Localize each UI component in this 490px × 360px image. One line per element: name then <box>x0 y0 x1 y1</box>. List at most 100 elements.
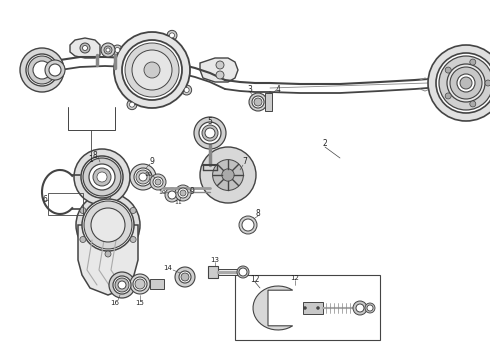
Circle shape <box>33 61 51 79</box>
Circle shape <box>470 59 476 65</box>
Polygon shape <box>78 225 138 295</box>
Circle shape <box>115 278 129 292</box>
Circle shape <box>167 30 177 40</box>
Text: 5: 5 <box>208 117 213 126</box>
Circle shape <box>447 64 485 102</box>
Text: 6: 6 <box>43 195 48 204</box>
Circle shape <box>105 193 111 199</box>
Circle shape <box>200 147 256 203</box>
Circle shape <box>239 268 247 276</box>
Circle shape <box>179 271 191 283</box>
Circle shape <box>239 216 257 234</box>
Polygon shape <box>70 38 100 58</box>
Circle shape <box>213 159 244 190</box>
Circle shape <box>130 164 156 190</box>
Circle shape <box>144 62 160 78</box>
Bar <box>48 193 83 215</box>
Circle shape <box>139 173 147 181</box>
Circle shape <box>82 199 134 251</box>
Text: 13: 13 <box>211 257 220 263</box>
Circle shape <box>445 67 451 73</box>
Circle shape <box>194 117 226 149</box>
Text: 10: 10 <box>144 172 152 177</box>
Circle shape <box>181 273 189 281</box>
Text: 14: 14 <box>164 265 172 271</box>
Circle shape <box>130 207 136 213</box>
Text: 10: 10 <box>158 189 166 194</box>
Circle shape <box>133 277 147 291</box>
Circle shape <box>93 168 111 186</box>
Circle shape <box>170 33 174 38</box>
Text: 2: 2 <box>322 139 327 148</box>
Circle shape <box>180 190 186 196</box>
Circle shape <box>26 54 58 86</box>
Circle shape <box>222 169 234 181</box>
Circle shape <box>175 185 191 201</box>
Circle shape <box>428 45 490 121</box>
Circle shape <box>165 188 179 202</box>
Text: 4: 4 <box>275 85 280 94</box>
Circle shape <box>249 93 267 111</box>
Text: 16: 16 <box>111 300 120 306</box>
Circle shape <box>175 267 195 287</box>
Polygon shape <box>25 77 38 87</box>
Circle shape <box>132 50 172 90</box>
Circle shape <box>150 174 166 190</box>
Text: 8: 8 <box>256 208 260 217</box>
Circle shape <box>168 191 176 199</box>
Polygon shape <box>253 286 293 330</box>
Circle shape <box>118 281 126 289</box>
Circle shape <box>135 279 145 289</box>
Circle shape <box>129 102 134 107</box>
Circle shape <box>303 306 307 310</box>
Circle shape <box>101 43 115 57</box>
Circle shape <box>81 156 123 198</box>
Circle shape <box>83 158 121 196</box>
Circle shape <box>104 46 112 54</box>
Circle shape <box>182 85 192 95</box>
Circle shape <box>460 77 472 89</box>
Bar <box>303 302 323 314</box>
Text: 12: 12 <box>250 275 260 284</box>
Circle shape <box>20 48 64 92</box>
Circle shape <box>134 168 152 186</box>
Circle shape <box>84 201 132 249</box>
Circle shape <box>125 43 179 97</box>
Circle shape <box>184 87 189 93</box>
Circle shape <box>470 101 476 107</box>
Circle shape <box>439 56 490 110</box>
Circle shape <box>109 272 135 298</box>
Circle shape <box>367 305 373 311</box>
Bar <box>235 275 380 340</box>
Circle shape <box>136 170 150 184</box>
Circle shape <box>216 71 224 79</box>
Text: 7: 7 <box>243 158 247 166</box>
Circle shape <box>122 40 182 100</box>
Circle shape <box>153 177 163 187</box>
Circle shape <box>155 179 161 185</box>
Bar <box>208 266 218 278</box>
Circle shape <box>356 304 364 312</box>
Bar <box>150 279 164 289</box>
Circle shape <box>254 98 262 106</box>
Text: 9: 9 <box>190 188 195 197</box>
Text: 8: 8 <box>93 150 98 159</box>
Circle shape <box>202 125 218 141</box>
Circle shape <box>114 32 190 108</box>
Circle shape <box>199 122 221 144</box>
Circle shape <box>45 60 65 80</box>
Circle shape <box>74 149 130 205</box>
Circle shape <box>113 276 131 294</box>
Circle shape <box>28 56 56 84</box>
Circle shape <box>91 208 125 242</box>
Circle shape <box>49 64 61 76</box>
Circle shape <box>80 207 86 213</box>
Circle shape <box>80 237 86 243</box>
Circle shape <box>485 80 490 86</box>
Bar <box>265 93 272 111</box>
Circle shape <box>445 93 451 99</box>
Text: 11: 11 <box>174 199 182 204</box>
Circle shape <box>353 301 367 315</box>
Circle shape <box>112 45 122 55</box>
Circle shape <box>106 48 110 52</box>
